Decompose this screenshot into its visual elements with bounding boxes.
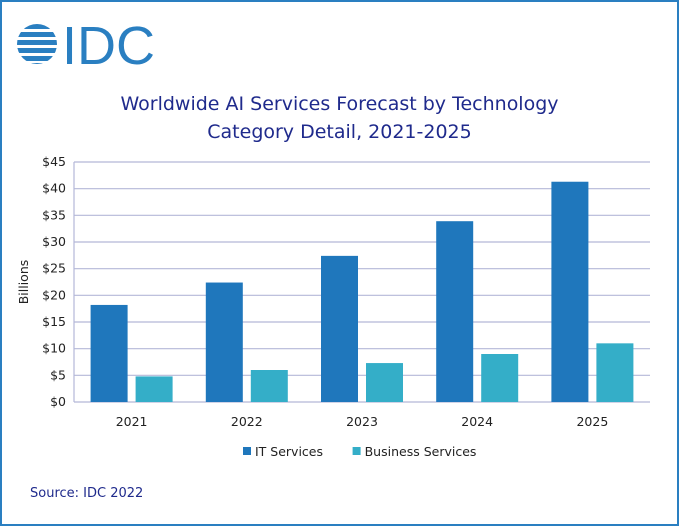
- y-tick-label: $15: [42, 314, 66, 329]
- y-tick-label: $35: [42, 207, 66, 222]
- y-tick-label: $20: [42, 287, 66, 302]
- title-line-2: Category Detail, 2021-2025: [207, 121, 472, 143]
- y-tick-label: $10: [42, 341, 66, 356]
- y-tick-label: $30: [42, 234, 66, 249]
- bar-business-services-2023: [366, 363, 403, 402]
- x-tick-label: 2024: [461, 414, 493, 429]
- bar-business-services-2022: [250, 370, 288, 402]
- bar-business-services-2025: [596, 343, 634, 402]
- bar-it-services-2021: [90, 304, 128, 402]
- y-tick-label: $40: [42, 181, 66, 196]
- bar-it-services-2023: [321, 255, 358, 402]
- y-tick-label: $0: [50, 394, 66, 409]
- svg-text:IDC: IDC: [62, 20, 155, 70]
- bar-it-services-2024: [436, 221, 474, 402]
- bar-it-services-2022: [205, 282, 243, 402]
- title-line-1: Worldwide AI Services Forecast by Techno…: [120, 93, 559, 115]
- x-tick-label: 2023: [346, 414, 378, 429]
- legend-label: IT Services: [255, 444, 323, 459]
- bar-business-services-2024: [481, 354, 519, 402]
- y-tick-label: $5: [50, 367, 66, 382]
- legend-label: Business Services: [365, 444, 477, 459]
- x-tick-label: 2022: [231, 414, 263, 429]
- legend-swatch: [352, 447, 361, 455]
- y-axis-label: Billions: [16, 260, 31, 305]
- legend-swatch: [243, 447, 251, 455]
- bar-business-services-2021: [135, 376, 173, 402]
- chart-title: Worldwide AI Services Forecast by Techno…: [2, 90, 677, 146]
- bar-it-services-2025: [551, 181, 589, 402]
- bar-chart: $0 $5 $10 $15 $20 $25 $30 $35 $40 $45 Billions 2021…: [16, 154, 650, 459]
- y-tick-label: $45: [42, 154, 66, 169]
- y-tick-label: $25: [42, 261, 66, 276]
- x-tick-label: 2025: [576, 414, 608, 429]
- idc-logo: IDC: [16, 16, 166, 76]
- source-note: Source: IDC 2022: [30, 486, 144, 501]
- x-tick-label: 2021: [116, 414, 148, 429]
